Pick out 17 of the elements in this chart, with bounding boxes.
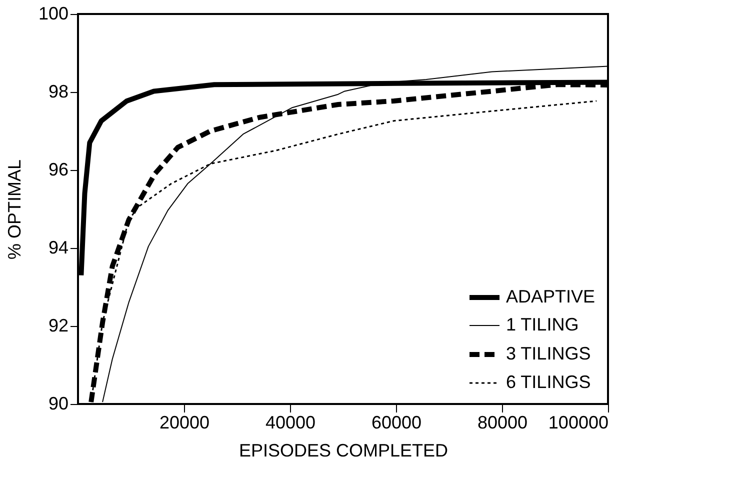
x-tick-label: 60000 xyxy=(371,412,422,432)
x-tick-label: 80000 xyxy=(477,412,528,432)
x-axis-title: EPISODES COMPLETED xyxy=(238,440,448,460)
y-tick-label: 100 xyxy=(38,4,68,24)
x-tick-label: 40000 xyxy=(265,412,316,432)
legend-label: 3 TILINGS xyxy=(506,344,591,364)
x-tick-label: 100000 xyxy=(548,412,608,432)
legend-label: ADAPTIVE xyxy=(506,286,596,306)
y-axis-title: % OPTIMAL xyxy=(4,159,24,260)
y-tick-label: 96 xyxy=(48,160,68,180)
x-tick-label: 20000 xyxy=(159,412,210,432)
y-tick-label: 98 xyxy=(48,82,68,102)
y-tick-label: 94 xyxy=(48,238,68,258)
legend-label: 6 TILINGS xyxy=(506,372,591,392)
legend-label: 1 TILING xyxy=(506,314,579,334)
y-tick-label: 92 xyxy=(48,316,68,336)
y-tick-label: 90 xyxy=(48,394,68,414)
